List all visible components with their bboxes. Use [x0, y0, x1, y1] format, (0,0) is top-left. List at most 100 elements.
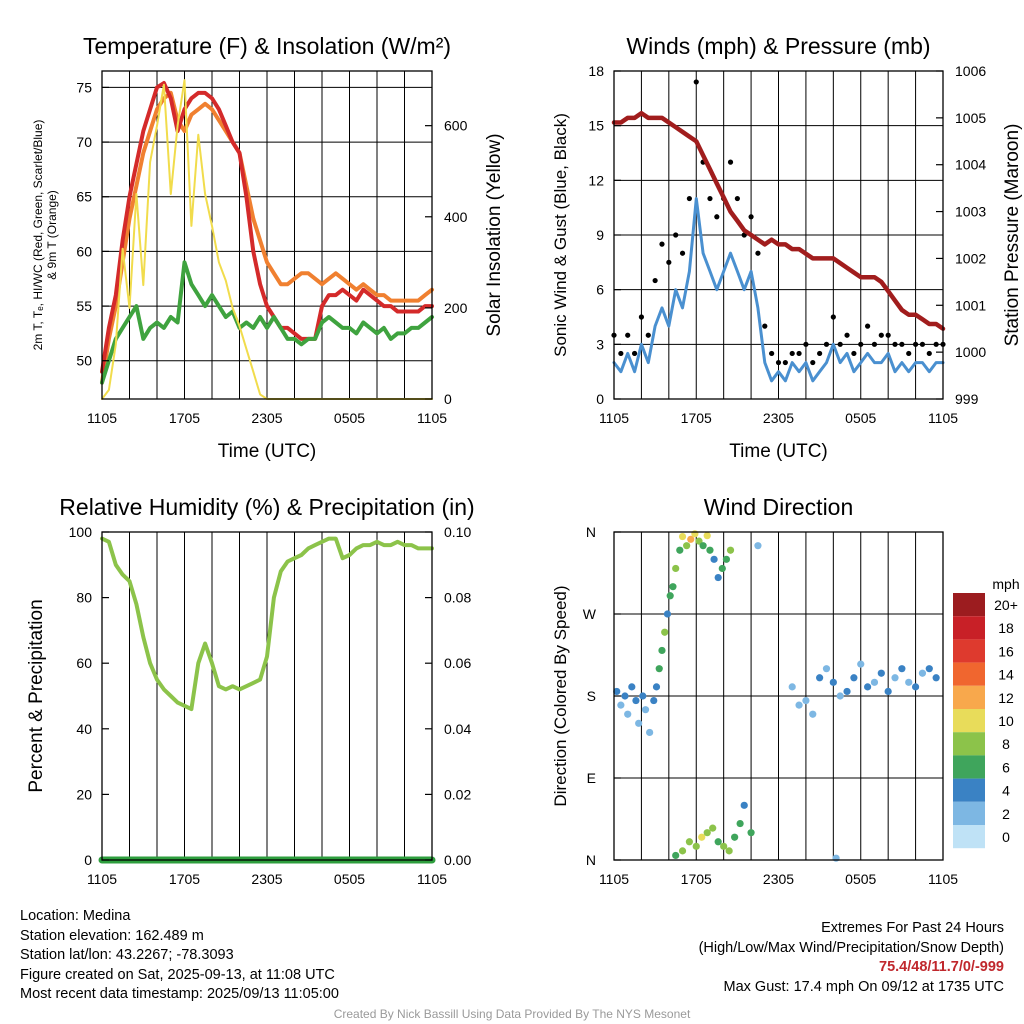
- x-tick-label: 2305: [251, 871, 282, 887]
- gust-point: [727, 159, 734, 165]
- y-tick-label: 0: [596, 391, 604, 407]
- y2-tick-label: 200: [444, 300, 468, 316]
- x-tick-label: 1705: [681, 410, 712, 426]
- gust-point: [933, 341, 939, 347]
- gust-point: [796, 350, 802, 357]
- direction-point: [672, 564, 680, 573]
- y2-tick-label: 1000: [955, 344, 986, 360]
- recent-data-text: Most recent data timestamp: 2025/09/13 1…: [20, 986, 339, 1003]
- direction-point: [725, 847, 733, 855]
- plot-frame: [101, 531, 433, 861]
- direction-point: [641, 706, 650, 714]
- legend-label: 4: [1002, 783, 1010, 799]
- direction-point: [788, 683, 796, 691]
- y2-tick-label: 0.04: [444, 721, 471, 737]
- gust-point: [659, 241, 665, 247]
- y-tick-label: 60: [76, 243, 92, 259]
- direction-point: [802, 696, 810, 705]
- direction-point: [632, 696, 640, 705]
- y-tick-label: 18: [588, 63, 604, 79]
- legend-label: 0: [1002, 829, 1010, 845]
- direction-point: [687, 535, 695, 543]
- gust-point: [714, 214, 720, 220]
- direction-point: [663, 610, 672, 618]
- gust-point: [837, 341, 843, 347]
- extremes-subtitle: (High/Low/Max Wind/Precipitation/Snow De…: [698, 939, 1004, 956]
- direction-point: [829, 678, 837, 686]
- x-tick-label: 1105: [599, 871, 629, 887]
- direction-point: [731, 833, 739, 841]
- direction-point: [857, 660, 865, 668]
- y-tick-label: E: [587, 770, 596, 786]
- gust-point: [926, 350, 932, 357]
- direction-point: [925, 665, 933, 673]
- winds-panel: 0 3 6 9 12 15 18 999 1000 1001 1002 1003 1004 1005 100…: [551, 33, 1023, 462]
- y-tick-label: 15: [588, 118, 604, 134]
- y2-tick-label: 1006: [955, 63, 986, 79]
- gust-point: [899, 341, 905, 347]
- y2-tick-label: 0.00: [444, 852, 471, 868]
- y-axis-label: Percent & Precipitation: [26, 599, 47, 792]
- max-gust-text: Max Gust: 17.4 mph On 09/12 at 1735 UTC: [723, 978, 1004, 995]
- x-tick-label: 0505: [334, 410, 365, 426]
- gust-point: [618, 350, 624, 357]
- x-tick-label: 1105: [928, 410, 958, 426]
- y-tick-label: 50: [76, 353, 92, 369]
- y-axis-label: Sonic Wind & Gust (Blue, Black): [551, 113, 570, 357]
- y-tick-label: 3: [596, 336, 604, 352]
- gust-point: [885, 332, 891, 338]
- direction-point: [809, 710, 817, 718]
- gust-point: [625, 332, 631, 338]
- gust-point: [810, 359, 816, 366]
- direction-point: [676, 546, 684, 554]
- direction-point: [822, 665, 831, 673]
- gust-point: [912, 341, 919, 347]
- gust-point: [823, 341, 830, 347]
- x-tick-label: 1705: [169, 410, 200, 426]
- y-tick-label: 100: [69, 524, 93, 540]
- y-tick-label: 80: [76, 590, 92, 606]
- gust-point: [865, 323, 871, 329]
- location-text: Location: Medina: [20, 908, 131, 924]
- gust-point: [817, 350, 823, 357]
- legend-swatch: [953, 709, 985, 733]
- legend-label: 20+: [994, 597, 1018, 613]
- gust-point: [755, 250, 761, 256]
- y-axis-label-line1: 2m T, Tₑ, HI/WC (Red, Green, Scarlet/Blu…: [31, 120, 45, 351]
- y2-tick-label: 0.08: [444, 590, 471, 606]
- legend-swatch: [953, 778, 985, 802]
- x-tick-label: 1105: [417, 871, 447, 887]
- direction-point: [621, 692, 629, 700]
- y2-tick-label: 600: [444, 118, 468, 134]
- direction-point: [639, 692, 647, 700]
- x-tick-label: 2305: [763, 871, 794, 887]
- direction-point: [722, 555, 731, 563]
- direction-point: [691, 530, 699, 538]
- gust-point: [769, 350, 775, 357]
- gust-point: [775, 359, 782, 366]
- x-axis-label: Time (UTC): [729, 441, 828, 462]
- direction-point: [646, 728, 654, 737]
- direction-point: [714, 573, 722, 582]
- y2-tick-label: 1003: [955, 204, 986, 220]
- legend-label: 6: [1002, 759, 1010, 775]
- gust-point: [652, 277, 658, 284]
- y2-tick-label: 1001: [955, 297, 986, 313]
- direction-point: [891, 674, 899, 682]
- extremes-info: Extremes For Past 24 Hours (High/Low/Max…: [699, 919, 1004, 997]
- y-tick-label: W: [583, 606, 597, 622]
- direction-point: [698, 833, 706, 841]
- direction-point: [898, 665, 906, 673]
- direction-point: [832, 854, 840, 862]
- legend-label: 12: [998, 690, 1014, 706]
- direction-point: [884, 687, 892, 696]
- y-tick-label: 9: [596, 227, 604, 243]
- direction-point: [703, 829, 711, 837]
- direction-point: [655, 665, 663, 673]
- sonic-wind-line: [612, 197, 945, 383]
- legend-label: 18: [998, 620, 1014, 636]
- humidity-line: [100, 536, 434, 712]
- y-tick-label: 12: [588, 172, 604, 188]
